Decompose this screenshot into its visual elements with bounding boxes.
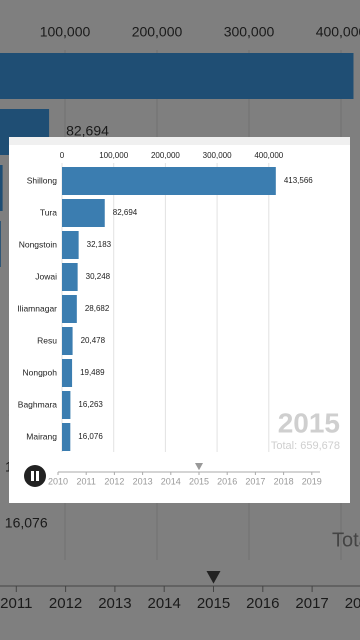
timeline-year: 2012 — [104, 476, 124, 486]
value-label: 30,248 — [86, 272, 111, 281]
category-label: Jowai — [35, 271, 57, 281]
bar — [62, 391, 71, 419]
category-label: Mairang — [26, 431, 57, 441]
x-tick-label: 300,000 — [224, 24, 275, 40]
value-label: 82,694 — [113, 208, 138, 217]
value-label: 413,566 — [284, 176, 313, 185]
timeline-year: 2018 — [345, 595, 360, 612]
value-label: 19,489 — [80, 368, 105, 377]
modal-chart: 0 100,000 200,000 300,000 400,000 Shillong 413… — [17, 151, 340, 486]
timeline-year: 2012 — [49, 595, 82, 612]
timeline-year: 2010 — [48, 476, 68, 486]
category-label: Resu — [37, 335, 57, 345]
bar — [62, 295, 77, 323]
category-label: Tura — [40, 207, 57, 217]
timeline-year: 2014 — [148, 595, 181, 612]
modal-header — [9, 137, 350, 145]
x-tick-label: 400,000 — [254, 151, 283, 160]
bar — [0, 53, 354, 99]
timeline-marker — [195, 463, 203, 471]
timeline-year: 2018 — [274, 476, 294, 486]
bar — [62, 327, 73, 355]
category-label: Shillong — [27, 175, 58, 185]
bar — [62, 423, 71, 451]
x-tick-label: 0 — [60, 151, 65, 160]
value-label: 16,076 — [78, 432, 103, 441]
bar — [0, 165, 3, 211]
value-label: 28,682 — [85, 304, 110, 313]
total-label: Total: 659,678 — [271, 440, 340, 452]
timeline-marker — [206, 571, 221, 584]
bar — [62, 359, 73, 387]
bar — [62, 199, 105, 227]
category-label: Nongpoh — [22, 367, 57, 377]
x-tick-label: 100,000 — [40, 24, 91, 40]
timeline-year: 2016 — [246, 595, 279, 612]
timeline-year: 2019 — [302, 476, 322, 486]
year-label: 2015 — [278, 407, 340, 438]
timeline-year: 2015 — [197, 595, 230, 612]
value-label: 82,694 — [66, 123, 109, 139]
bar — [62, 231, 79, 259]
x-tick-label: 300,000 — [203, 151, 232, 160]
bar — [62, 263, 78, 291]
value-label: 32,183 — [87, 240, 112, 249]
pause-button[interactable] — [24, 465, 46, 487]
timeline-year: 2014 — [161, 476, 181, 486]
timeline-year: 2013 — [133, 476, 153, 486]
timeline-year: 2013 — [98, 595, 131, 612]
bar — [62, 167, 276, 195]
x-tick-label: 200,000 — [132, 24, 183, 40]
timeline-year: 2016 — [217, 476, 237, 486]
timeline-year: 2015 — [189, 476, 209, 486]
category-label: Baghmara — [18, 399, 57, 409]
bar — [0, 221, 1, 267]
timeline-year: 2017 — [245, 476, 265, 486]
value-label: 20,478 — [81, 336, 106, 345]
x-tick-label: 200,000 — [151, 151, 180, 160]
category-label: Nongstoin — [19, 239, 58, 249]
x-tick-label: 100,000 — [99, 151, 128, 160]
category-label: Iliamnagar — [17, 303, 57, 313]
total-label: Total: 659,678 — [332, 529, 360, 551]
timeline-year: 2017 — [295, 595, 328, 612]
value-label: 16,076 — [5, 515, 48, 531]
x-tick-label: 400,000 — [316, 24, 360, 40]
timeline-year: 2011 — [0, 595, 32, 612]
timeline-year: 2011 — [77, 476, 96, 486]
value-label: 16,263 — [78, 400, 103, 409]
